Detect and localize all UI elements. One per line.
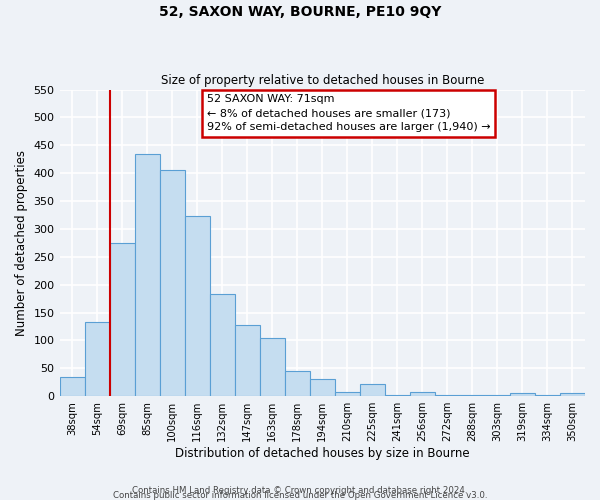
Bar	[310, 380, 335, 396]
Bar	[134, 154, 160, 396]
Bar	[285, 370, 310, 396]
Title: Size of property relative to detached houses in Bourne: Size of property relative to detached ho…	[161, 74, 484, 87]
Y-axis label: Number of detached properties: Number of detached properties	[15, 150, 28, 336]
Bar	[510, 394, 535, 396]
Text: Contains public sector information licensed under the Open Government Licence v3: Contains public sector information licen…	[113, 491, 487, 500]
Bar	[485, 394, 510, 396]
Bar	[85, 322, 110, 396]
Bar	[59, 376, 85, 396]
Bar	[535, 394, 560, 396]
Bar	[560, 394, 585, 396]
Bar	[185, 216, 209, 396]
Bar	[385, 394, 410, 396]
Bar	[435, 394, 460, 396]
Bar	[335, 392, 360, 396]
Bar	[235, 326, 260, 396]
Bar	[110, 243, 134, 396]
Text: 52, SAXON WAY, BOURNE, PE10 9QY: 52, SAXON WAY, BOURNE, PE10 9QY	[159, 5, 441, 19]
Bar	[460, 394, 485, 396]
Text: Contains HM Land Registry data © Crown copyright and database right 2024.: Contains HM Land Registry data © Crown c…	[132, 486, 468, 495]
Bar	[260, 338, 285, 396]
Bar	[360, 384, 385, 396]
Text: 52 SAXON WAY: 71sqm
← 8% of detached houses are smaller (173)
92% of semi-detach: 52 SAXON WAY: 71sqm ← 8% of detached hou…	[206, 94, 490, 132]
Bar	[160, 170, 185, 396]
Bar	[209, 294, 235, 396]
X-axis label: Distribution of detached houses by size in Bourne: Distribution of detached houses by size …	[175, 447, 470, 460]
Bar	[410, 392, 435, 396]
